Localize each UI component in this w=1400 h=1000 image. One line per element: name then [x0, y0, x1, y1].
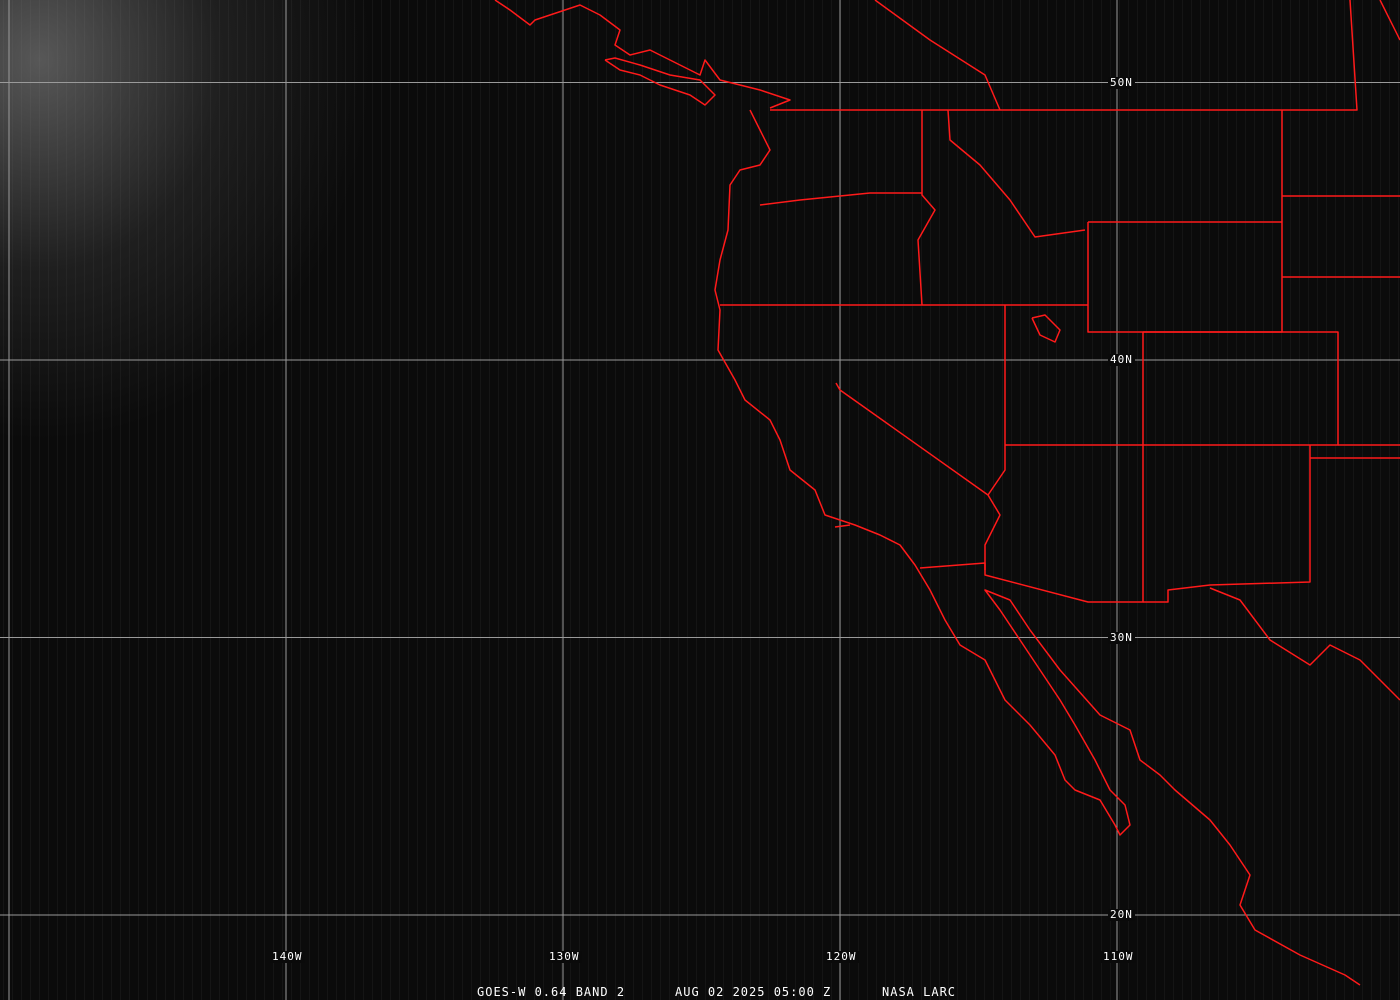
nevada-east — [987, 305, 1006, 496]
channel-islands — [834, 524, 851, 528]
wa-or-border — [759, 192, 922, 206]
canada-line-2 — [1379, 0, 1400, 41]
arizona-nm — [919, 332, 1144, 603]
caption-satellite: GOES-W 0.64 BAND 2 — [477, 985, 626, 999]
caption-source: NASA LARC — [882, 985, 957, 999]
latitude-label: 30N — [1108, 630, 1135, 644]
coastline-west — [714, 109, 1361, 986]
longitude-label: 130W — [547, 950, 582, 963]
coastline-gulf — [1209, 587, 1400, 701]
utah-colorado — [1005, 331, 1339, 446]
latitude-label: 50N — [1108, 75, 1135, 89]
longitude-label: 120W — [824, 950, 859, 963]
latitude-label: 40N — [1108, 353, 1135, 366]
wyoming — [1087, 221, 1283, 333]
longitude-label: 110W — [1101, 950, 1136, 963]
ca-nv-border — [835, 382, 1001, 570]
coastline-bc — [494, 0, 791, 109]
longitude-label: 140W — [270, 950, 305, 963]
idaho-west-border — [917, 110, 936, 306]
caption-datetime: AUG 02 2025 05:00 Z — [675, 985, 832, 999]
us-canada-border — [770, 0, 1358, 111]
new-mexico — [1143, 445, 1311, 603]
great-salt-lake — [1031, 314, 1061, 343]
canada-line — [874, 0, 1001, 111]
latitude-label: 20N — [1108, 908, 1135, 921]
idaho-montana-border — [947, 109, 1086, 238]
vancouver-island — [604, 57, 716, 106]
